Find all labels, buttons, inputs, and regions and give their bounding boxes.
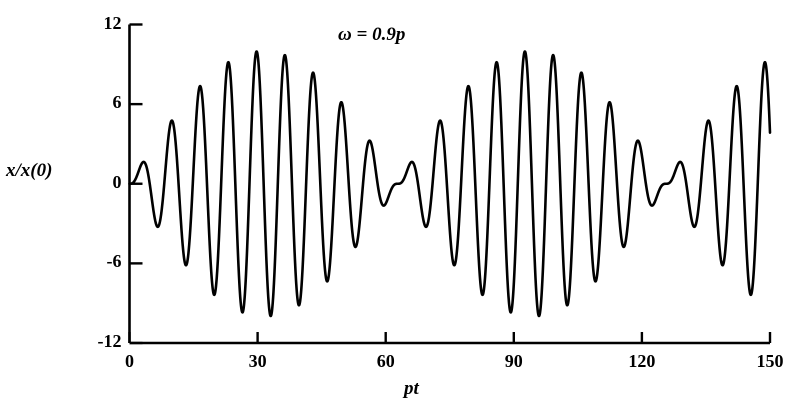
x-tick-label: 30 — [248, 351, 267, 371]
y-tick-label: -6 — [106, 251, 122, 272]
x-tick-label: 150 — [756, 351, 784, 371]
chart-annotation-frequency-ratio: ω = 0.9p — [338, 24, 406, 45]
y-tick-label: 12 — [103, 12, 122, 33]
x-tick-label: 0 — [125, 351, 134, 371]
y-tick-label: 0 — [112, 171, 122, 192]
y-tick-label: -12 — [97, 331, 122, 351]
y-tick-label: 6 — [112, 92, 122, 113]
x-axis-label: pt — [404, 378, 419, 399]
x-tick-label: 120 — [628, 351, 656, 371]
y-axis-label: x/x(0) — [6, 160, 53, 181]
x-tick-label: 90 — [504, 351, 523, 371]
x-tick-label: 60 — [376, 351, 395, 371]
waveform-path — [128, 50, 772, 318]
